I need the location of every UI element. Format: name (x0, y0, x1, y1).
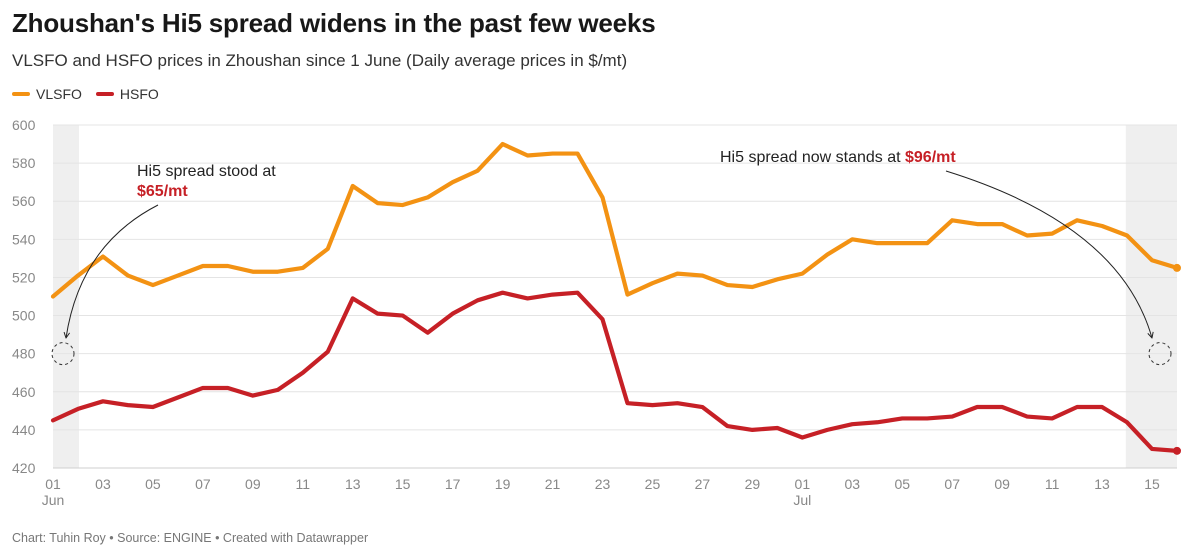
chart-footer: Chart: Tuhin Roy • Source: ENGINE • Crea… (12, 531, 369, 545)
x-tick-label-5: 11 (296, 476, 311, 492)
chart-title: Zhoushan's Hi5 spread widens in the past… (12, 8, 656, 38)
legend-label-hsfo: HSFO (119, 86, 159, 102)
annotation-right-value: $96/mt (905, 149, 956, 166)
annotation-left-line1: Hi5 spread stood at (137, 163, 276, 180)
x-tick-label-19: 09 (994, 476, 1010, 492)
x-tick-label-8: 17 (445, 476, 461, 492)
y-tick-label-560: 560 (12, 193, 36, 209)
legend-item-vlsfo: VLSFO (12, 86, 82, 102)
annotation-right-target (1148, 342, 1172, 366)
x-tick-label-16: 03 (844, 476, 860, 492)
x-tick-label-14: 29 (745, 476, 761, 492)
x-tick-label-12: 25 (645, 476, 661, 492)
legend-swatch-vlsfo (12, 92, 30, 96)
y-tick-label-500: 500 (12, 308, 36, 324)
x-tick-label-20: 11 (1045, 476, 1060, 492)
x-tick-label-10: 21 (545, 476, 561, 492)
x-tick-sublabel-15: Jul (793, 492, 811, 508)
highlight-range-1 (1125, 125, 1177, 468)
x-tick-sublabel-0: Jun (42, 492, 65, 508)
series-end-point-hsfo (1173, 446, 1181, 455)
legend-swatch-hsfo (95, 92, 114, 96)
y-tick-label-540: 540 (12, 231, 36, 247)
x-tick-label-3: 07 (195, 476, 211, 492)
series-end-point-vlsfo (1173, 263, 1181, 272)
x-tick-label-9: 19 (495, 476, 511, 492)
series-line-hsfo (50, 290, 1180, 453)
series-line-vlsfo (50, 141, 1180, 299)
annotation-left-target (51, 342, 75, 366)
legend-label-vlsfo: VLSFO (36, 86, 82, 102)
x-tick-label-22: 15 (1144, 476, 1160, 492)
y-tick-label-520: 520 (12, 269, 36, 285)
x-tick-label-6: 13 (345, 476, 361, 492)
x-tick-label-13: 27 (695, 476, 711, 492)
y-tick-label-440: 440 (12, 422, 36, 438)
annotation-right-text: Hi5 spread now stands at $96/mt (720, 149, 956, 166)
x-tick-label-1: 03 (95, 476, 111, 492)
y-tick-label-460: 460 (12, 384, 36, 400)
legend: VLSFO HSFO (12, 86, 173, 102)
x-tick-label-11: 23 (595, 476, 611, 492)
y-tick-label-420: 420 (12, 460, 36, 476)
annotation-left-value: $65/mt (137, 183, 188, 200)
x-tick-label-21: 13 (1094, 476, 1110, 492)
annotation-right-arrow (945, 170, 1152, 338)
chart-subtitle: VLSFO and HSFO prices in Zhoushan since … (12, 51, 628, 70)
x-tick-label-0: 01 (45, 476, 61, 492)
x-tick-label-15: 01 (795, 476, 811, 492)
annotation-right-line1: Hi5 spread now stands at (720, 149, 905, 166)
y-tick-label-480: 480 (12, 346, 36, 362)
x-tick-label-7: 15 (395, 476, 411, 492)
annotation-left-arrow (66, 204, 159, 338)
legend-item-hsfo: HSFO (95, 86, 159, 102)
y-tick-label-580: 580 (12, 155, 36, 171)
x-tick-label-4: 09 (245, 476, 261, 492)
x-tick-label-18: 07 (944, 476, 960, 492)
x-tick-label-17: 05 (894, 476, 910, 492)
y-tick-label-600: 600 (12, 117, 36, 133)
x-tick-label-2: 05 (145, 476, 161, 492)
